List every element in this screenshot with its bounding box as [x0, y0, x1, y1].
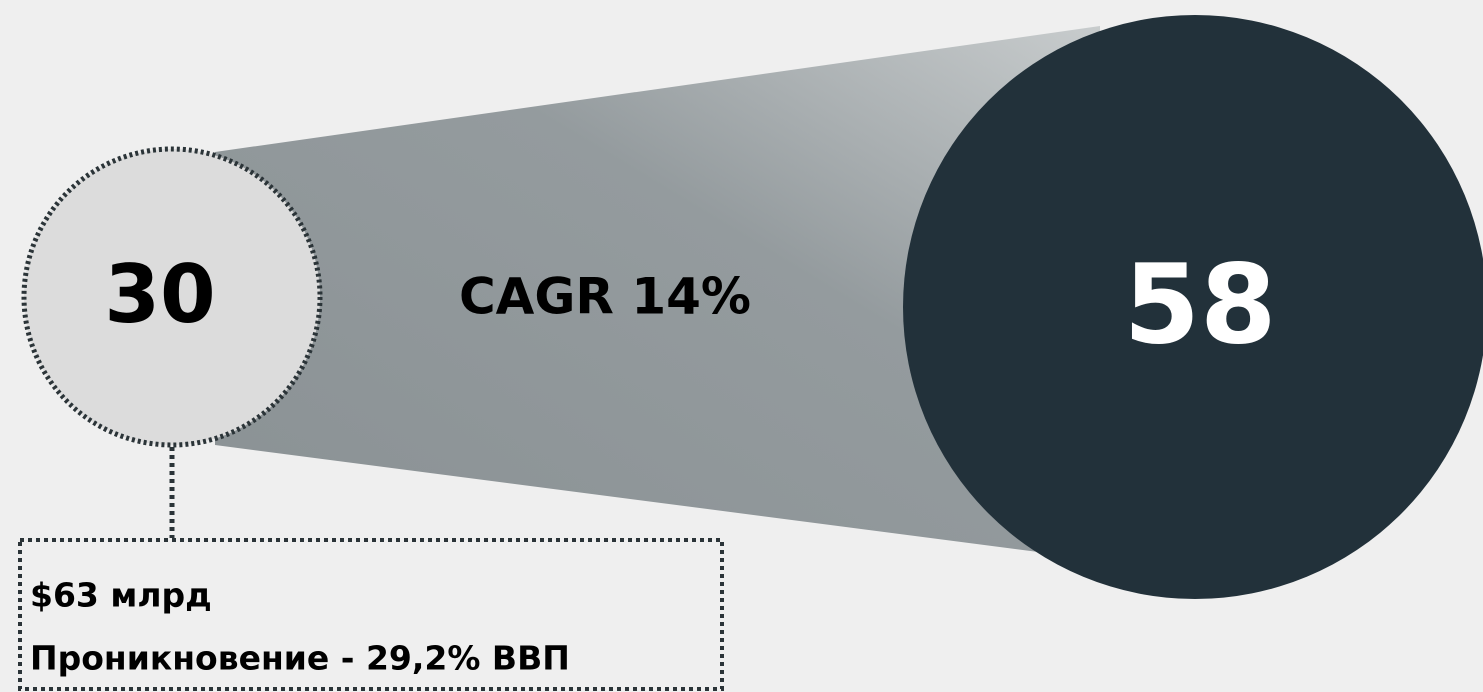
note-line: Проникновение - 29,2% ВВП: [30, 639, 570, 678]
right-circle: [903, 15, 1483, 599]
growth-label: CAGR 14%: [459, 268, 751, 326]
note-box: [18, 538, 724, 691]
right-value: 58: [1123, 240, 1276, 368]
left-value: 30: [104, 248, 215, 341]
note-line: $63 млрд: [30, 576, 212, 615]
growth-cone: [215, 26, 1100, 560]
left-circle: [21, 146, 323, 448]
